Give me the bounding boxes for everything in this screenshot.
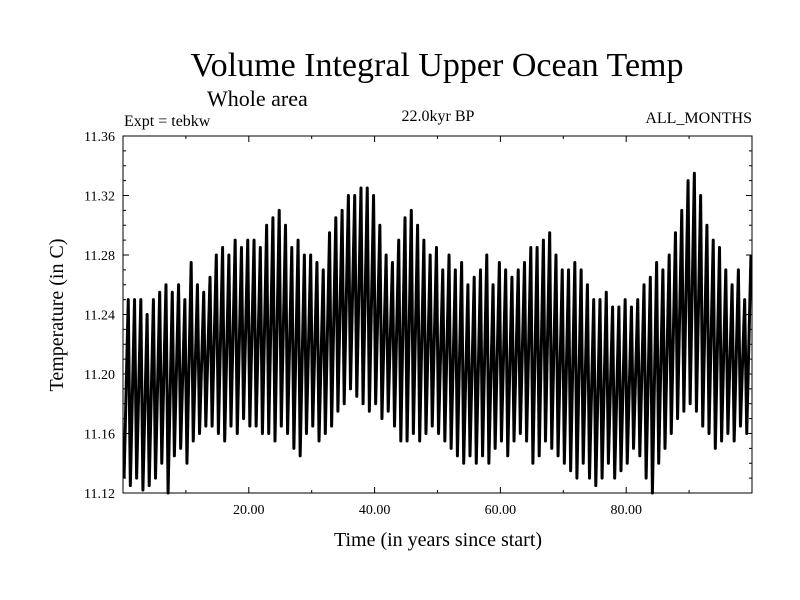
plot-frame [122, 135, 753, 494]
y-tick-label-4: 11.28 [84, 249, 115, 264]
x-axis-label: Time (in years since start) [334, 529, 542, 551]
months-label: ALL_MONTHS [645, 110, 752, 127]
y-axis-label: Temperature (in C) [46, 239, 68, 392]
y-tick-label-0: 11.12 [84, 487, 115, 502]
chart-subtitle: Whole area [207, 86, 308, 111]
axis-labels: Time (in years since start) Temperature … [46, 239, 542, 551]
x-tick-label-2: 60.00 [485, 503, 517, 518]
x-tick-label-3: 80.00 [610, 503, 642, 518]
y-tick-label-5: 11.32 [84, 190, 115, 205]
x-tick-label-0: 20.00 [233, 503, 265, 518]
series-layer [122, 171, 753, 495]
y-tick-label-6: 11.36 [84, 130, 115, 145]
tick-layer: 11.12 11.16 11.20 11.24 11.28 11.32 11.36 20.00… [84, 130, 752, 518]
series-line-1 [122, 171, 753, 495]
y-tick-label-1: 11.16 [84, 428, 115, 443]
y-tick-label-3: 11.24 [84, 309, 115, 324]
chart-title: Volume Integral Upper Ocean Temp [191, 47, 684, 84]
x-tick-label-1: 40.00 [359, 503, 391, 518]
y-tick-label-2: 11.20 [84, 368, 115, 383]
period-label: 22.0kyr BP [402, 108, 475, 125]
experiment-label: Expt = tebkw [124, 113, 211, 130]
